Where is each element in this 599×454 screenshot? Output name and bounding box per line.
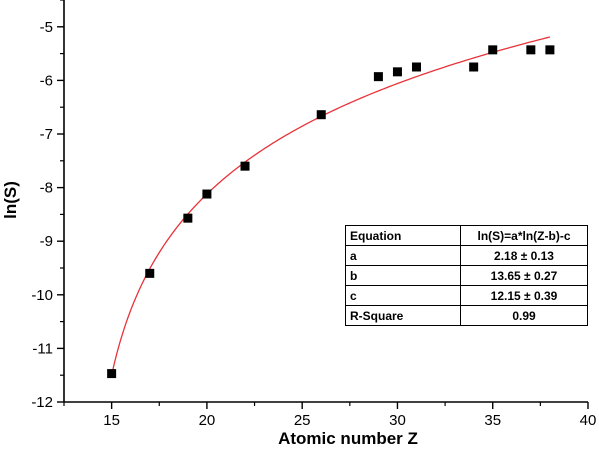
data-point [412,62,422,72]
data-point [202,189,212,199]
fit-results-table: Equation ln(S)=a*ln(Z-b)-c a 2.18 ± 0.13… [345,225,588,326]
fit-table-param-name: c [345,285,461,306]
data-points [107,45,555,379]
data-point [526,45,536,55]
fit-table-param-name: a [345,245,461,266]
fit-table-param-value: 13.65 ± 0.27 [460,265,588,286]
data-point [373,72,383,82]
fit-table-row-a: a 2.18 ± 0.13 [345,245,588,266]
y-tick-label: -11 [32,340,53,357]
axis-ticks: 15 20 25 30 35 40 -12 -11 -10 -9 -8 -7 -6 -5 [31,0,596,429]
fit-table-header-row: Equation ln(S)=a*ln(Z-b)-c [345,225,588,246]
fit-table-param-name: R-Square [345,305,461,326]
x-axis-title: Atomic number Z [278,429,418,448]
fit-table-header-formula: ln(S)=a*ln(Z-b)-c [460,225,588,246]
fit-table-row-b: b 13.65 ± 0.27 [345,265,588,286]
data-point [107,369,117,379]
fit-table-row-r-square: R-Square 0.99 [345,305,588,326]
x-tick-label: 40 [580,412,597,429]
plot-area [63,0,588,403]
data-point [545,45,555,55]
x-tick-label: 35 [484,412,501,429]
y-tick-label: -10 [31,287,53,304]
x-tick-label: 30 [389,412,406,429]
y-tick-label: -5 [40,19,53,36]
fit-table-param-value: 0.99 [460,305,588,326]
data-point [145,268,155,278]
y-tick-label: -6 [40,72,53,89]
y-axis-title: ln(S) [1,181,20,219]
x-tick-label: 25 [294,412,311,429]
x-tick-label: 15 [103,412,120,429]
data-point [183,213,193,223]
data-point [469,62,479,72]
fit-table-param-value: 12.15 ± 0.39 [460,285,588,306]
data-point [316,110,326,120]
x-tick-label: 20 [199,412,216,429]
fit-table-param-value: 2.18 ± 0.13 [460,245,588,266]
y-tick-label: -7 [40,126,53,143]
fit-table-row-c: c 12.15 ± 0.39 [345,285,588,306]
fit-table-param-name: b [345,265,461,286]
y-tick-label: -9 [40,233,53,250]
data-point [392,67,402,77]
data-point [488,45,498,55]
data-point [240,161,250,171]
y-tick-label: -12 [31,394,53,411]
fit-table-header-equation: Equation [345,225,461,246]
y-tick-label: -8 [40,180,53,197]
